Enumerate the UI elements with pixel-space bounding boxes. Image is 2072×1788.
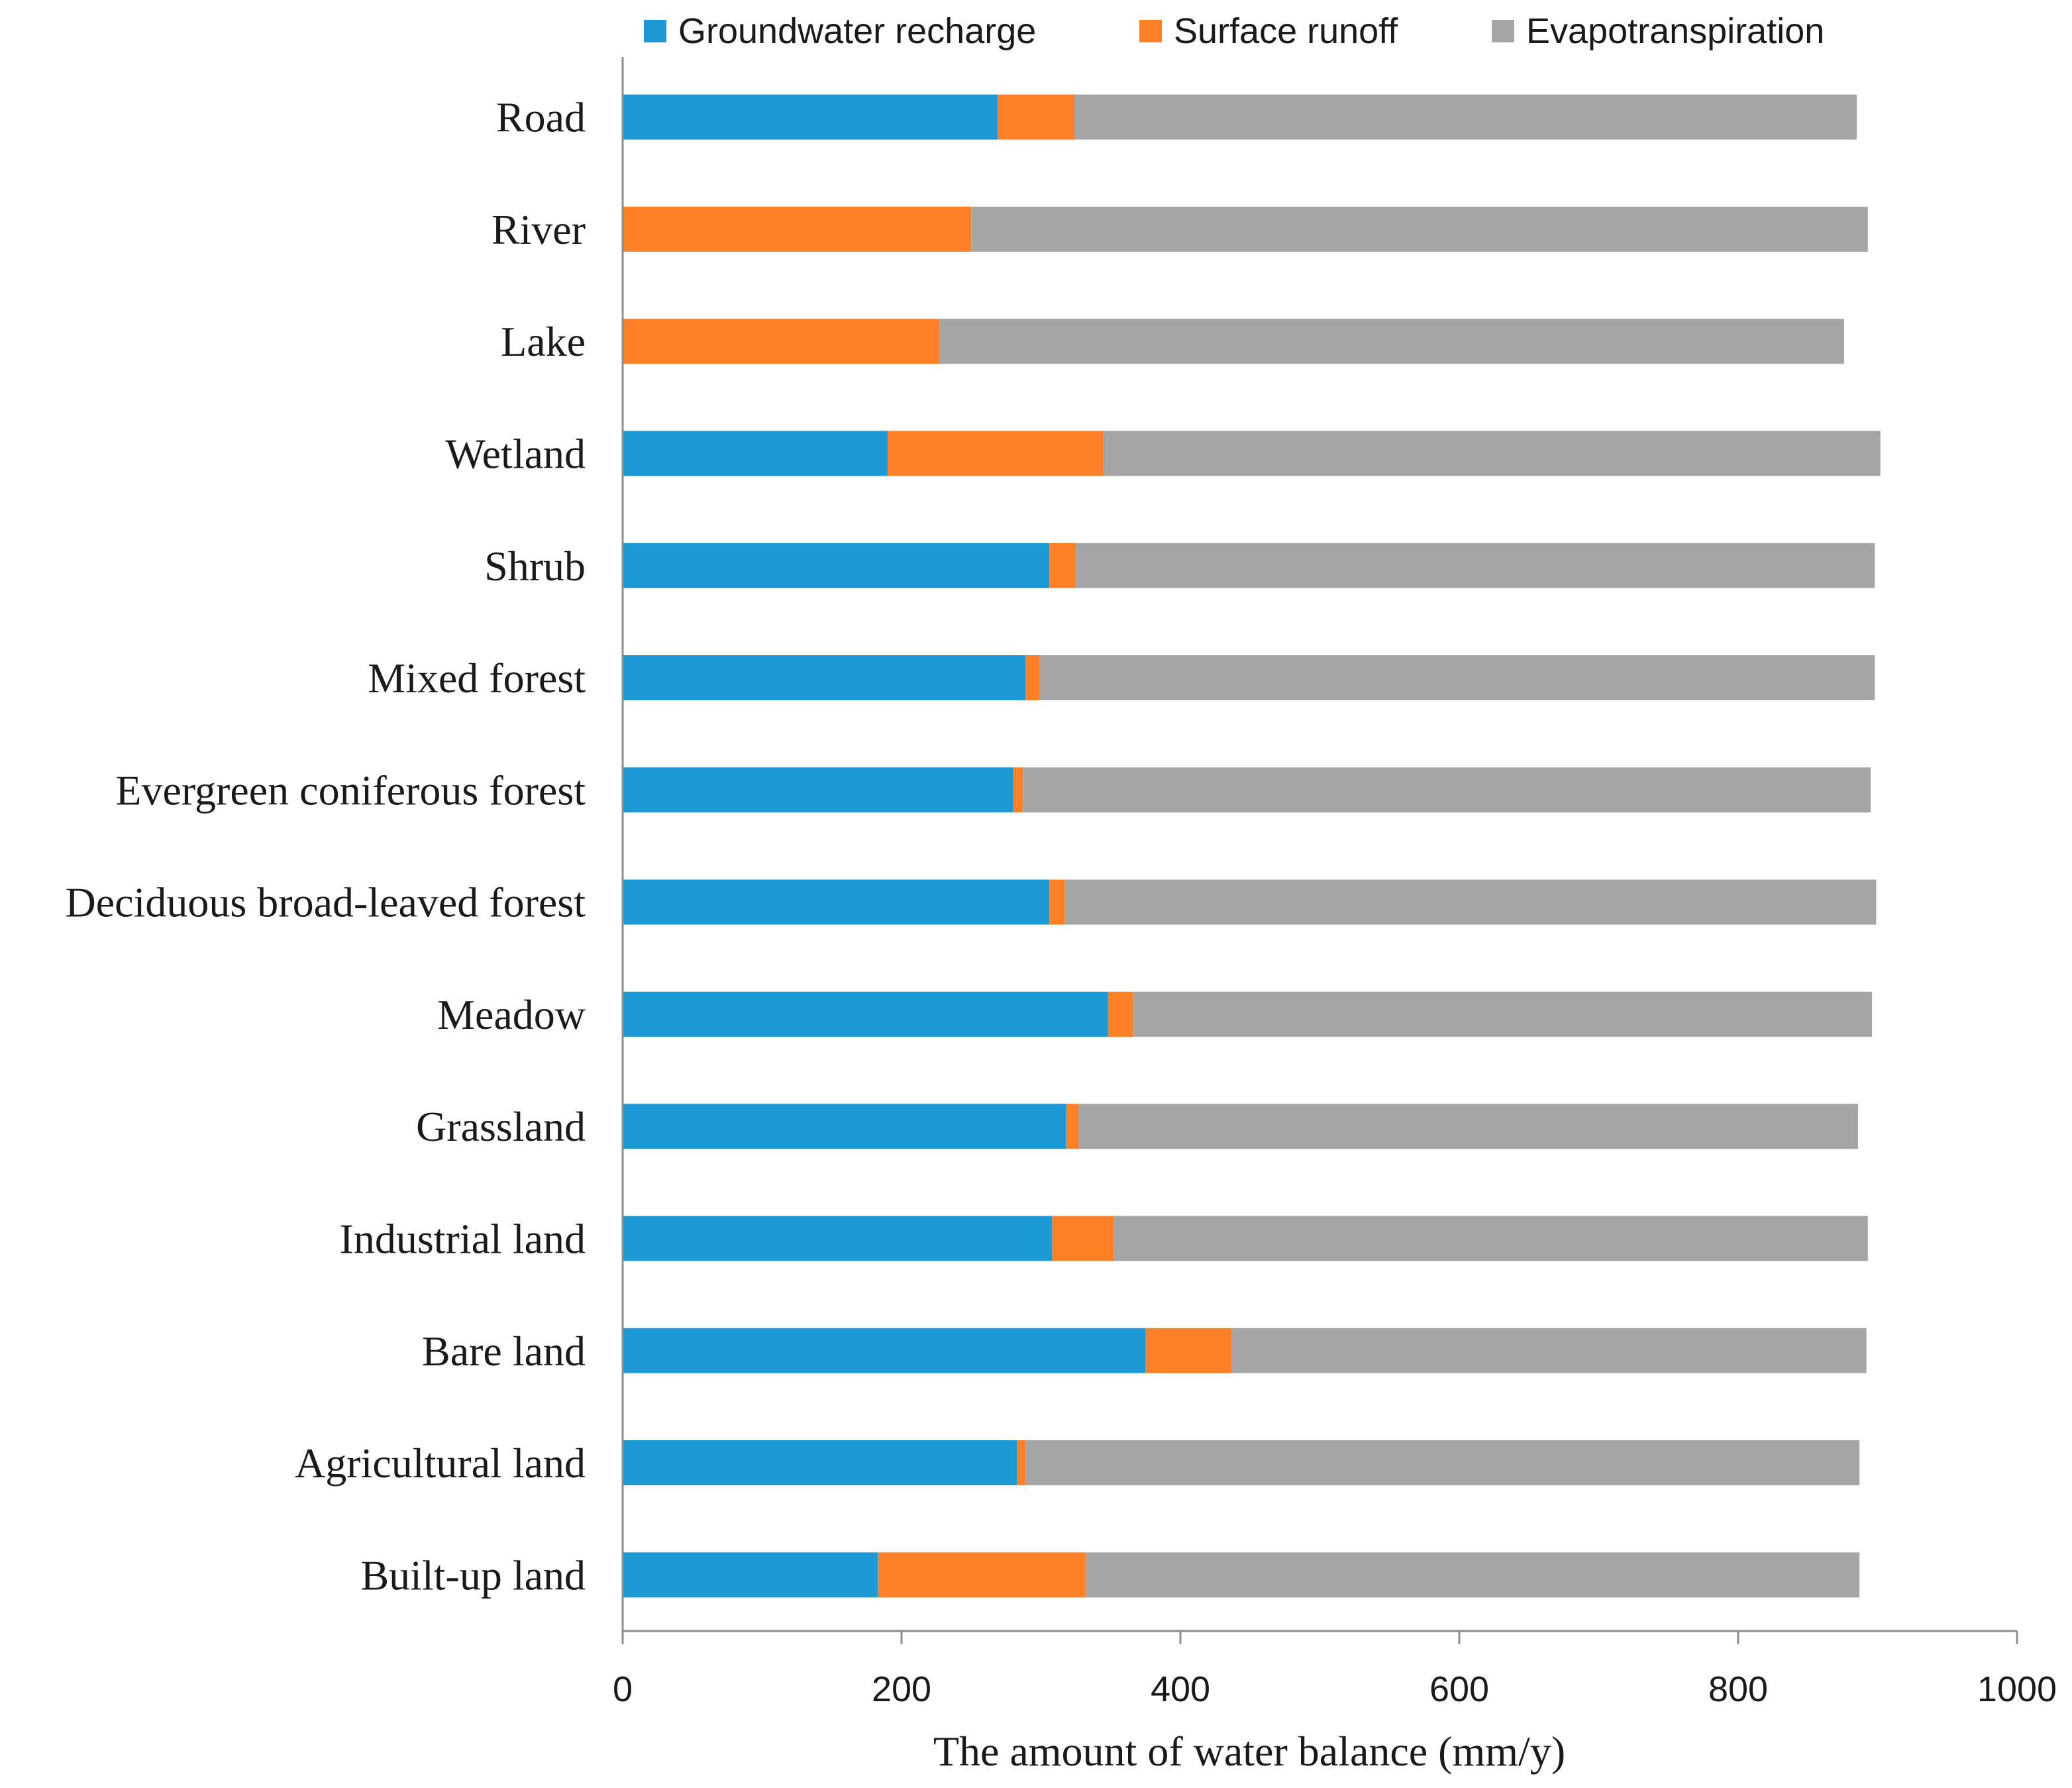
bar-wetland-groundwater-recharge bbox=[623, 431, 888, 476]
bar-bare-land-groundwater-recharge bbox=[623, 1328, 1146, 1373]
x-tick-label: 400 bbox=[1151, 1669, 1210, 1709]
category-label-mixed-forest: Mixed forest bbox=[368, 655, 586, 702]
bar-deciduous-broad-leaved-forest-groundwater-recharge bbox=[623, 879, 1050, 925]
legend: Groundwater recharge Surface runoff Evapot… bbox=[644, 11, 1824, 51]
x-tick-label: 0 bbox=[613, 1669, 633, 1709]
bar-mixed-forest-evapotranspiration bbox=[1039, 655, 1875, 701]
bar-shrub-evapotranspiration bbox=[1076, 543, 1875, 588]
bar-meadow-surface-runoff bbox=[1108, 991, 1133, 1037]
category-label-grassland: Grassland bbox=[416, 1103, 586, 1150]
bar-river-evapotranspiration bbox=[971, 206, 1868, 252]
legend-swatch-surface-runoff bbox=[1139, 20, 1162, 42]
category-label-evergreen-coniferous-forest: Evergreen coniferous forest bbox=[115, 766, 586, 814]
bar-road-groundwater-recharge bbox=[623, 94, 998, 140]
bar-meadow-evapotranspiration bbox=[1133, 991, 1873, 1037]
bar-wetland-evapotranspiration bbox=[1104, 431, 1881, 476]
bar-bare-land-evapotranspiration bbox=[1231, 1328, 1867, 1373]
bar-road-evapotranspiration bbox=[1074, 94, 1857, 140]
bar-built-up-land-surface-runoff bbox=[878, 1552, 1086, 1598]
bar-agricultural-land-surface-runoff bbox=[1017, 1440, 1026, 1486]
bar-lake-surface-runoff bbox=[623, 319, 939, 364]
bar-built-up-land-evapotranspiration bbox=[1085, 1552, 1860, 1598]
x-axis-title: The amount of water balance (mm/y) bbox=[933, 1728, 1565, 1775]
category-label-lake: Lake bbox=[501, 318, 586, 365]
bar-agricultural-land-groundwater-recharge bbox=[623, 1440, 1017, 1486]
bar-grassland-groundwater-recharge bbox=[623, 1104, 1066, 1149]
category-label-wetland: Wetland bbox=[445, 431, 586, 478]
bar-evergreen-coniferous-forest-surface-runoff bbox=[1013, 767, 1023, 813]
category-label-agricultural-land: Agricultural land bbox=[295, 1440, 586, 1487]
category-label-meadow: Meadow bbox=[437, 991, 586, 1038]
legend-label-surface-runoff: Surface runoff bbox=[1174, 11, 1398, 51]
category-label-industrial-land: Industrial land bbox=[340, 1216, 586, 1263]
bar-industrial-land-surface-runoff bbox=[1052, 1216, 1114, 1261]
bar-lake-evapotranspiration bbox=[939, 319, 1844, 364]
bar-mixed-forest-surface-runoff bbox=[1025, 655, 1040, 701]
x-axis: 0 200 400 600 800 1000 bbox=[613, 57, 2057, 1709]
category-label-road: Road bbox=[496, 94, 586, 141]
category-label-bare-land: Bare land bbox=[422, 1328, 586, 1375]
x-tick-label: 1000 bbox=[1977, 1669, 2057, 1709]
bar-bare-land-surface-runoff bbox=[1145, 1328, 1232, 1373]
legend-swatch-evapotranspiration bbox=[1492, 20, 1514, 42]
bar-shrub-groundwater-recharge bbox=[623, 543, 1050, 588]
bars bbox=[623, 94, 1881, 1598]
x-tick-label: 600 bbox=[1429, 1669, 1489, 1709]
bar-evergreen-coniferous-forest-groundwater-recharge bbox=[623, 767, 1013, 813]
category-label-built-up-land: Built-up land bbox=[360, 1551, 586, 1599]
bar-mixed-forest-groundwater-recharge bbox=[623, 655, 1026, 701]
bar-road-surface-runoff bbox=[998, 94, 1075, 140]
bar-deciduous-broad-leaved-forest-evapotranspiration bbox=[1064, 879, 1877, 925]
bar-agricultural-land-evapotranspiration bbox=[1025, 1440, 1860, 1486]
bar-industrial-land-groundwater-recharge bbox=[623, 1216, 1053, 1261]
bar-grassland-surface-runoff bbox=[1066, 1104, 1079, 1149]
x-tick-label: 200 bbox=[872, 1669, 931, 1709]
category-label-river: River bbox=[492, 206, 586, 253]
legend-label-evapotranspiration: Evapotranspiration bbox=[1526, 11, 1824, 51]
bar-built-up-land-groundwater-recharge bbox=[623, 1552, 878, 1598]
bar-deciduous-broad-leaved-forest-surface-runoff bbox=[1049, 879, 1065, 925]
category-labels: Road River Lake Wetland Shrub Mixed forest Eve… bbox=[66, 94, 586, 1599]
bar-wetland-surface-runoff bbox=[887, 431, 1104, 476]
legend-label-groundwater-recharge: Groundwater recharge bbox=[678, 11, 1036, 51]
category-label-shrub: Shrub bbox=[484, 543, 586, 590]
x-tick-label: 800 bbox=[1708, 1669, 1768, 1709]
bar-industrial-land-evapotranspiration bbox=[1113, 1216, 1868, 1261]
bar-river-surface-runoff bbox=[623, 206, 972, 252]
bar-grassland-evapotranspiration bbox=[1078, 1104, 1859, 1149]
category-label-deciduous-broad-leaved-forest: Deciduous broad-leaved forest bbox=[66, 879, 586, 926]
bar-shrub-surface-runoff bbox=[1049, 543, 1076, 588]
bar-meadow-groundwater-recharge bbox=[623, 991, 1108, 1037]
legend-swatch-groundwater-recharge bbox=[644, 20, 666, 42]
bar-evergreen-coniferous-forest-evapotranspiration bbox=[1023, 767, 1871, 813]
